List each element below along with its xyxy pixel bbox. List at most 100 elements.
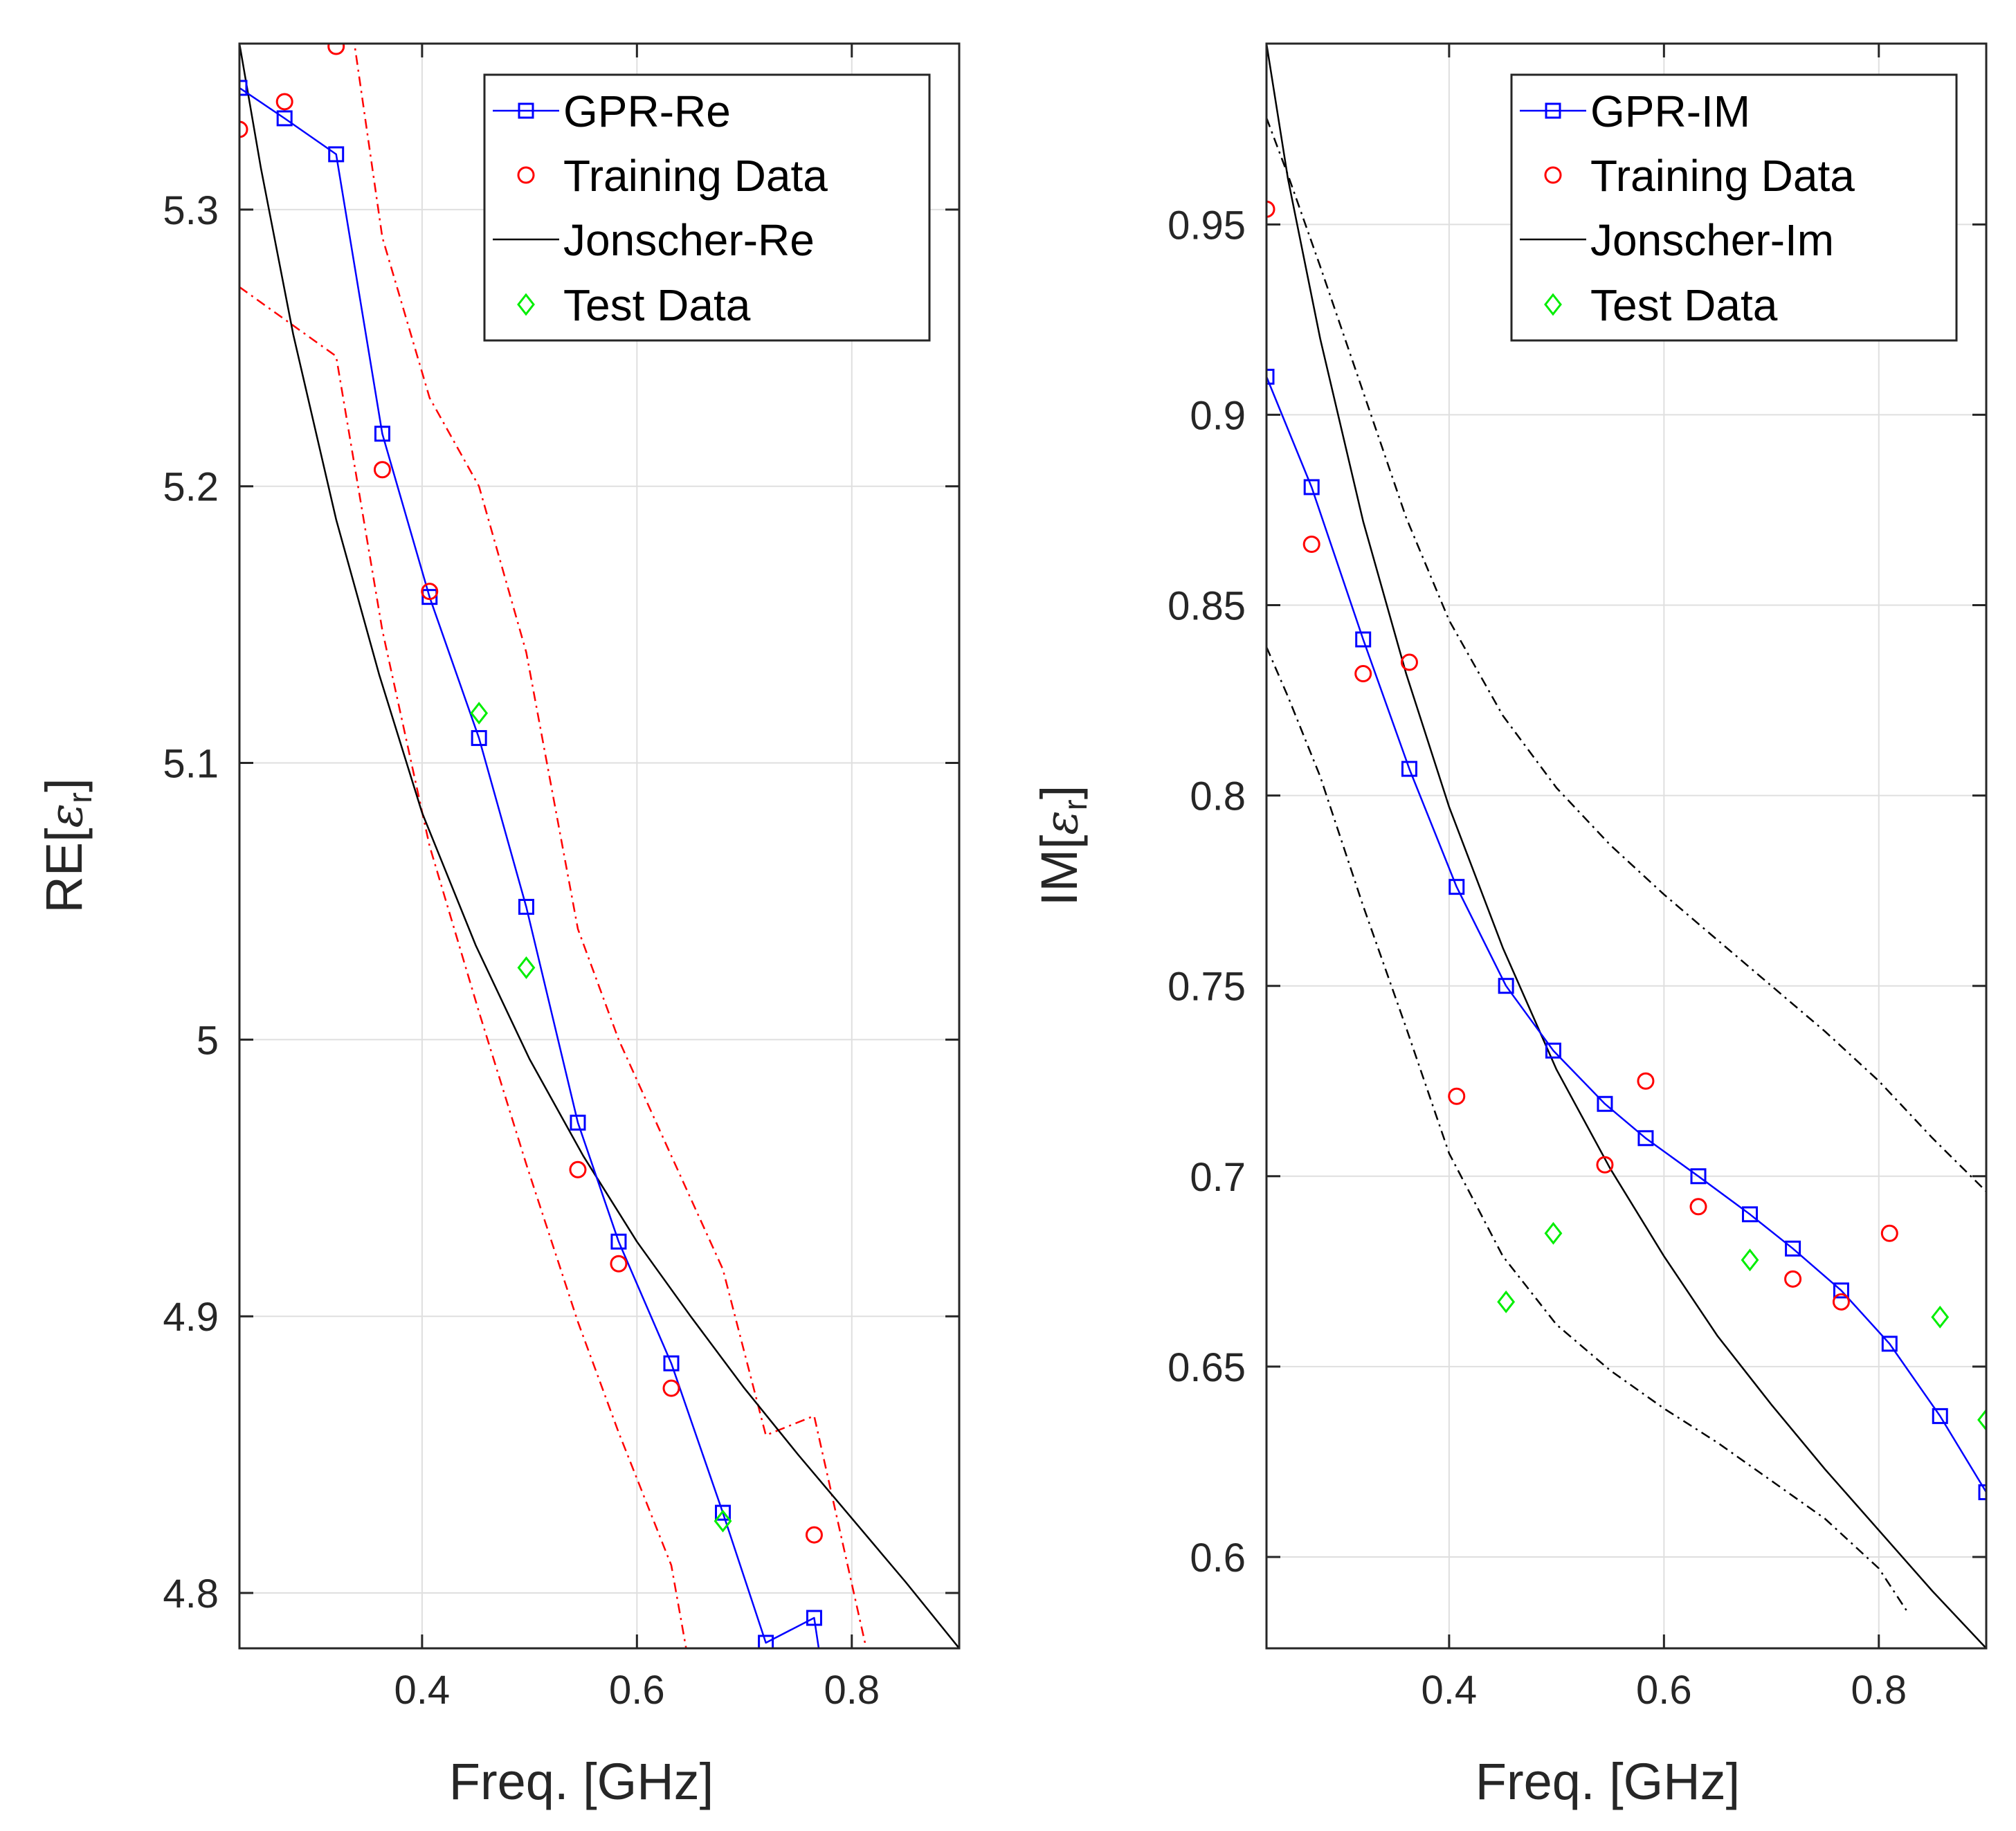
data-point-square bbox=[328, 146, 345, 163]
data-point-square bbox=[1785, 1240, 1801, 1257]
legend-entry-test-data: Test Data bbox=[1544, 280, 1778, 330]
data-point-square bbox=[421, 589, 438, 605]
re-y-axis-label: RE[εr] bbox=[35, 778, 99, 913]
series-line-gpr-re bbox=[239, 86, 820, 1648]
data-point-square bbox=[1932, 1408, 1948, 1424]
legend-label: Jonscher-Re bbox=[563, 215, 815, 265]
series-jonscher-im bbox=[1266, 44, 1986, 1648]
data-point-square bbox=[610, 1233, 627, 1250]
data-point-circle bbox=[1596, 1156, 1614, 1174]
re-tick-marks bbox=[239, 44, 959, 1648]
data-point-circle bbox=[1400, 653, 1418, 671]
xtick-label: 0.6 bbox=[1636, 1668, 1692, 1713]
series-line-upper-bound bbox=[353, 44, 867, 1648]
legend-entry-training-data: Training Data bbox=[517, 151, 828, 201]
series-training-data bbox=[1266, 200, 1898, 1311]
im-y-axis-label: IM[εr] bbox=[1030, 785, 1094, 907]
re-xtick-labels: 0.4 0.6 0.8 bbox=[394, 1668, 880, 1713]
legend-box bbox=[1510, 73, 1958, 342]
ytick-label: 0.9 bbox=[1190, 393, 1246, 438]
data-point-circle bbox=[662, 1379, 680, 1397]
ytick-label: 5 bbox=[197, 1018, 219, 1063]
data-point-square bbox=[1545, 1042, 1561, 1059]
data-point-diamond bbox=[1544, 1221, 1563, 1245]
data-point-circle bbox=[1832, 1293, 1850, 1311]
legend-entry-test-data: Test Data bbox=[517, 280, 751, 330]
re-series bbox=[239, 44, 959, 1648]
ytick-label: 4.9 bbox=[163, 1295, 219, 1340]
series-gpr-re bbox=[239, 80, 822, 1648]
legend-entry-training-data: Training Data bbox=[1544, 151, 1855, 201]
legend-label: Training Data bbox=[563, 151, 828, 201]
data-point-diamond bbox=[714, 1509, 732, 1533]
im-legend: GPR-IM Training Data Jonscher-Im Test Da… bbox=[1510, 73, 1958, 342]
data-point-circle bbox=[1266, 200, 1275, 218]
legend-label: GPR-Re bbox=[563, 86, 731, 136]
ytick-label: 0.75 bbox=[1168, 965, 1246, 1010]
data-point-square bbox=[1266, 368, 1275, 385]
series-line-gpr-im bbox=[1266, 376, 1986, 1493]
data-point-square bbox=[1978, 1484, 1986, 1500]
legend-label: Test Data bbox=[563, 280, 751, 330]
data-point-circle bbox=[239, 120, 248, 138]
ytick-label: 5.3 bbox=[163, 188, 219, 233]
data-point-square bbox=[1637, 1130, 1654, 1147]
data-point-square bbox=[758, 1634, 774, 1648]
data-point-diamond bbox=[1497, 1290, 1516, 1313]
data-point-circle bbox=[373, 461, 391, 479]
data-point-circle bbox=[610, 1255, 628, 1273]
legend-label: GPR-IM bbox=[1590, 86, 1750, 136]
data-point-diamond bbox=[1977, 1408, 1986, 1432]
data-point-square bbox=[806, 1610, 822, 1626]
re-axes-box bbox=[238, 42, 961, 1650]
im-x-axis-label: Freq. [GHz] bbox=[1475, 1753, 1740, 1810]
series-line-upper-bound bbox=[1266, 117, 1986, 1192]
legend-box bbox=[483, 73, 931, 342]
data-point-square bbox=[471, 730, 487, 747]
legend-entry-jonscher-re: Jonscher-Re bbox=[493, 215, 815, 265]
re-y-label-symbol: ε bbox=[39, 803, 93, 828]
re-panel: 0.4 0.6 0.8 4.8 4.9 5 5.1 5.2 5.3 Freq. … bbox=[35, 42, 961, 1810]
data-point-circle bbox=[1354, 665, 1372, 683]
series-line-jonscher-im bbox=[1266, 44, 1986, 1648]
series-line-jonscher-re bbox=[239, 44, 959, 1648]
ytick-label: 0.85 bbox=[1168, 584, 1246, 629]
data-point-square bbox=[374, 426, 390, 442]
ytick-label: 5.1 bbox=[163, 742, 219, 787]
im-ytick-labels: 0.6 0.65 0.7 0.75 0.8 0.85 0.9 0.95 bbox=[1168, 203, 1246, 1581]
im-y-label-main: IM[ bbox=[1030, 835, 1088, 907]
ytick-label: 4.8 bbox=[163, 1572, 219, 1616]
data-point-square bbox=[1303, 479, 1320, 495]
legend-entry-jonscher-im: Jonscher-Im bbox=[1520, 215, 1834, 265]
data-point-square bbox=[715, 1504, 732, 1521]
data-point-square bbox=[663, 1355, 680, 1372]
data-point-square bbox=[276, 110, 293, 127]
series-test-data bbox=[1497, 1221, 1986, 1432]
xtick-label: 0.8 bbox=[1851, 1668, 1907, 1713]
data-point-diamond bbox=[470, 702, 489, 725]
im-tick-marks bbox=[1266, 44, 1986, 1648]
data-point-square bbox=[1355, 631, 1372, 648]
data-point-square bbox=[1597, 1095, 1613, 1112]
re-y-label-close: ] bbox=[35, 778, 93, 792]
ytick-label: 0.65 bbox=[1168, 1345, 1246, 1390]
legend-label: Jonscher-Im bbox=[1590, 215, 1834, 265]
data-point-circle bbox=[569, 1160, 587, 1178]
series-lower-bound bbox=[239, 286, 687, 1648]
ytick-label: 0.6 bbox=[1190, 1536, 1246, 1581]
data-point-circle bbox=[805, 1526, 823, 1544]
data-point-square bbox=[1881, 1336, 1898, 1352]
ytick-label: 5.2 bbox=[163, 465, 219, 510]
im-y-label-sub: r bbox=[1057, 799, 1094, 810]
xtick-label: 0.8 bbox=[824, 1668, 880, 1713]
data-point-circle bbox=[327, 44, 345, 55]
im-series bbox=[1266, 44, 1986, 1648]
legend-entry-gpr-im: GPR-IM bbox=[1520, 86, 1750, 136]
data-point-square bbox=[570, 1114, 586, 1131]
series-line-lower-bound bbox=[239, 286, 687, 1648]
legend-label: Test Data bbox=[1590, 280, 1778, 330]
im-panel: 0.4 0.6 0.8 0.6 0.65 0.7 0.75 0.8 0.85 0… bbox=[1030, 42, 1988, 1810]
re-ytick-labels: 4.8 4.9 5 5.1 5.2 5.3 bbox=[163, 188, 219, 1616]
series-upper-bound bbox=[1266, 117, 1986, 1192]
